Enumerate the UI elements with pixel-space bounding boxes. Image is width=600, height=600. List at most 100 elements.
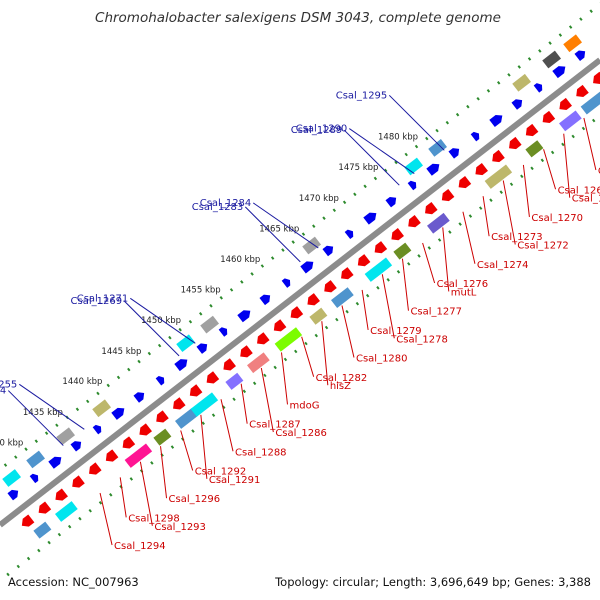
forward-cds-arrow xyxy=(0,502,1,517)
forward-cds-arrow xyxy=(552,66,566,79)
reverse-cds-arrow xyxy=(38,501,52,514)
reverse-cds-arrow xyxy=(105,449,119,462)
reverse-cds-arrow xyxy=(173,397,186,410)
forward-cds-arrow xyxy=(407,180,417,191)
lower-gene-label: Csal_1280 xyxy=(356,354,408,365)
feature-block xyxy=(55,501,78,522)
forward-cds-arrow xyxy=(363,212,377,225)
lower-gene-label: Csal_1278 xyxy=(396,334,448,345)
lower-gene-label: Csal_1298 xyxy=(128,513,180,524)
lower-gene-label: Csal_1267 xyxy=(572,194,600,205)
lower-gene-label: Csal_1296 xyxy=(169,494,221,505)
forward-cds-arrow xyxy=(448,148,460,159)
lower-labels: Csal_1265Csal_1266Csal_1267Csal_1268Csal… xyxy=(99,117,600,552)
feature-block xyxy=(26,450,46,469)
scale-tick-label: 1440 kbp xyxy=(62,377,102,387)
upper-leader-line xyxy=(343,129,400,186)
feature-rings xyxy=(0,34,600,539)
forward-cds-arrow xyxy=(218,327,228,337)
feature-block xyxy=(175,408,198,429)
upper-gene-label: Csal_1283 xyxy=(192,202,244,213)
lower-gene-label: Csal_1274 xyxy=(477,260,529,271)
forward-cds-arrow xyxy=(259,294,271,306)
lower-leader-line xyxy=(99,492,113,546)
reverse-cds-arrow xyxy=(55,488,68,501)
feature-block xyxy=(56,427,76,446)
forward-cds-arrow xyxy=(344,229,354,240)
accession-text: Accession: NC_007963 xyxy=(8,575,139,589)
feature-block xyxy=(428,139,448,157)
lower-leader-line xyxy=(482,196,490,237)
upper-gene-label: Csal_1269 xyxy=(71,296,123,307)
feature-block xyxy=(525,140,544,158)
reverse-cds-arrow xyxy=(576,84,589,98)
feature-block xyxy=(580,90,600,115)
feature-block xyxy=(302,236,322,255)
reverse-cds-arrow xyxy=(391,228,404,241)
lower-leader-line xyxy=(422,242,436,284)
lower-leader-line xyxy=(563,133,571,198)
forward-cds-arrow xyxy=(70,441,82,452)
feature-block xyxy=(200,315,220,334)
reverse-cds-arrow xyxy=(324,280,337,293)
lower-gene-label: Csal_1266 xyxy=(598,166,600,177)
forward-cds-arrow xyxy=(133,392,145,403)
lower-leader-line xyxy=(381,274,395,339)
lower-leader-line xyxy=(160,446,168,499)
feature-block xyxy=(563,34,583,53)
upper-gene-label: Csal_1254 xyxy=(0,386,6,397)
lower-gene-label: Csal_1287 xyxy=(249,420,301,431)
lower-gene-label: Csal_1288 xyxy=(235,447,287,458)
scale-tick-label: 1460 kbp xyxy=(220,255,260,265)
upper-leader-line xyxy=(244,206,301,263)
reverse-cds-arrow xyxy=(89,462,102,475)
lower-leader-line xyxy=(240,383,248,424)
upper-gene-label: Csal_1255 xyxy=(0,379,17,390)
lower-leader-line xyxy=(301,336,315,377)
reverse-cds-arrow xyxy=(240,345,253,358)
scale-tick-label: 1435 kbp xyxy=(23,408,63,418)
tick-row xyxy=(0,2,600,472)
feature-block xyxy=(393,242,412,260)
reverse-cds-arrow xyxy=(223,358,236,371)
forward-cds-arrow xyxy=(281,278,291,288)
forward-cds-arrow xyxy=(29,473,39,484)
lower-gene-label: hisZ xyxy=(330,381,351,392)
lower-leader-line xyxy=(341,305,355,358)
forward-cds-arrow xyxy=(196,343,208,354)
lower-gene-label: Csal_1292 xyxy=(195,467,247,478)
reverse-cds-arrow xyxy=(307,293,320,306)
reverse-cds-arrow xyxy=(593,71,600,85)
lower-gene-label: Csal_1294 xyxy=(114,541,166,552)
lower-gene-label: Csal_1270 xyxy=(531,213,583,224)
feature-block xyxy=(247,352,270,374)
lower-gene-label: Csal_1282 xyxy=(316,373,368,384)
reverse-cds-arrow xyxy=(475,162,488,176)
lower-leader-line xyxy=(200,414,208,479)
reverse-cds-arrow xyxy=(341,267,354,280)
forward-cds-arrow xyxy=(7,489,19,501)
upper-gene-label: Csal_1290 xyxy=(296,124,348,135)
forward-cds-arrow xyxy=(470,131,480,142)
forward-cds-arrow xyxy=(174,359,188,372)
tick-row xyxy=(0,113,600,583)
forward-cds-arrow xyxy=(111,407,125,420)
upper-leader-line xyxy=(123,300,180,357)
forward-cds-arrow xyxy=(92,424,102,435)
forward-cds-arrow xyxy=(489,114,503,127)
feature-block xyxy=(92,399,112,418)
reverse-cds-arrow xyxy=(509,136,522,150)
scale-tick-label: 1465 kbp xyxy=(259,225,299,235)
lower-leader-line xyxy=(139,461,153,526)
upper-gene-label: Csal_1289 xyxy=(291,125,343,136)
forward-cds-arrow xyxy=(385,196,397,208)
lower-leader-line xyxy=(543,149,557,190)
upper-leader-line xyxy=(130,297,196,344)
reverse-cds-arrow xyxy=(525,123,539,137)
lower-gene-label: Csal_1293 xyxy=(154,522,206,533)
lower-gene-label: Csal_1291 xyxy=(209,475,261,486)
reverse-cds-arrow xyxy=(408,215,421,228)
lower-leader-line xyxy=(321,321,329,386)
feature-block xyxy=(274,327,303,352)
